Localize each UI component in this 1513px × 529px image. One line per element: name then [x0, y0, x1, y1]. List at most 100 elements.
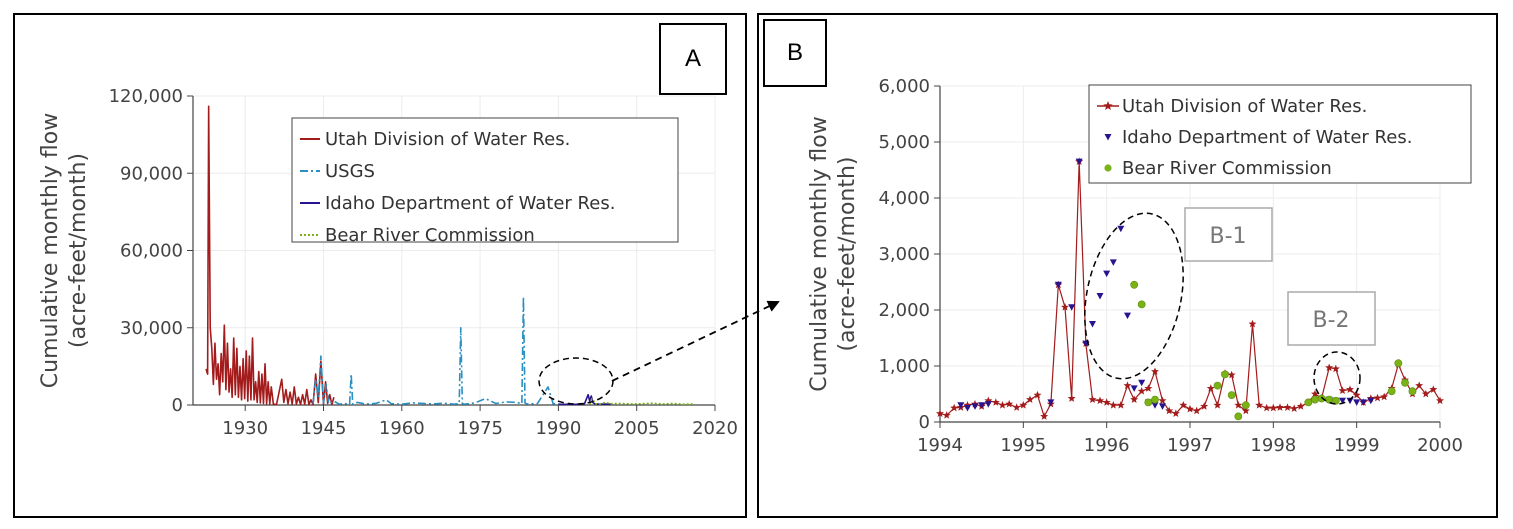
- chart-b-series-utah-point: [1040, 412, 1049, 420]
- chart-b-series-utah-point: [1227, 370, 1236, 379]
- chart-a-legend-label: Utah Division of Water Res.: [325, 129, 570, 150]
- panel-b-tag: B: [763, 19, 827, 87]
- chart-b-series-utah-point: [1373, 393, 1382, 402]
- chart-b-series-brc-point: [1331, 396, 1340, 405]
- chart-b-series-utah-point: [1130, 395, 1139, 403]
- chart-b-series-idaho-point: [1096, 293, 1104, 300]
- chart-b-series-utah-point: [1234, 401, 1243, 409]
- ellipse-b2: [1313, 351, 1361, 405]
- chart-b-ytick-label: 6,000: [878, 76, 930, 97]
- chart-b-series-utah-point: [963, 401, 972, 409]
- chart-b-series-utah-point: [1269, 403, 1278, 412]
- chart-b-series-utah-point: [1429, 385, 1438, 393]
- chart-b-series-idaho-point: [1138, 379, 1146, 387]
- chart-b-series-utah-point: [1206, 384, 1215, 392]
- chart-a-xtick-label: 1975: [457, 418, 503, 439]
- chart-a-xtick-label: 2005: [614, 418, 660, 439]
- chart-b-series-utah-point: [1102, 398, 1111, 406]
- chart-b-series-utah-point: [998, 401, 1007, 409]
- chart-b-series-brc-point: [1234, 412, 1243, 421]
- chart-b-series-utah-point: [1144, 384, 1153, 392]
- chart-b-xtick-label: 1996: [1084, 435, 1130, 456]
- chart-b-series-idaho-point: [1089, 321, 1096, 328]
- chart-a-series-utah-line: [205, 105, 335, 406]
- chart-b-series-utah-point: [950, 403, 959, 412]
- chart-b-series-brc-point: [1151, 395, 1159, 404]
- chart-b-series-idaho-point: [1151, 402, 1159, 409]
- chart-b-ytick-label: 0: [919, 412, 930, 433]
- chart-b-legend-marker-brc: [1104, 164, 1112, 172]
- panel-a: [13, 13, 747, 518]
- chart-b-series-utah-point: [1276, 403, 1284, 411]
- chart-b-series-idaho-point: [1054, 281, 1062, 289]
- chart-a-legend-label: Bear River Commission: [325, 225, 535, 246]
- chart-b-series-utah-point: [1213, 401, 1222, 409]
- chart-b-series-utah-point: [1123, 381, 1132, 389]
- chart-a-legend-label: USGS: [325, 161, 375, 182]
- chart-a-legend-box: [291, 117, 679, 243]
- chart-b-series-utah-point: [1179, 401, 1188, 409]
- ellipse-a-highlight: [538, 357, 614, 405]
- chart-b-series-utah-point: [1151, 367, 1159, 375]
- callout-b1-label: B-1: [1209, 224, 1246, 249]
- chart-b-series-utah-point: [1436, 396, 1444, 405]
- chart-b-legend-marker-utah: [1103, 101, 1113, 111]
- chart-b-series-utah-point: [1165, 406, 1174, 415]
- chart-b-series-utah-point: [1088, 395, 1097, 403]
- chart-b-series-utah-point: [1352, 390, 1361, 399]
- chart-b-series-utah-point: [991, 398, 1000, 406]
- chart-b-series-utah-point: [1026, 395, 1034, 403]
- chart-b-series-utah-point: [1346, 385, 1354, 393]
- chart-b-series-brc-point: [1401, 378, 1409, 387]
- chart-b-series-utah-point: [1096, 396, 1104, 405]
- chart-a-xtick-label: 1960: [379, 418, 425, 439]
- chart-b-series-utah-point: [984, 396, 993, 405]
- chart-b-legend-box: [1088, 84, 1472, 184]
- chart-b-series-idaho-point: [957, 402, 965, 409]
- chart-b-series-utah-point: [1200, 402, 1209, 410]
- chart-b-series-idaho-point: [964, 405, 971, 412]
- chart-b-ytick-label: 4,000: [878, 188, 930, 209]
- chart-b-series-utah-point: [1241, 406, 1250, 415]
- chart-b-series-utah-point: [1019, 401, 1028, 409]
- chart-b-series-idaho-point: [1346, 397, 1354, 405]
- chart-b-legend-marker-idaho: [1104, 134, 1112, 141]
- chart-b-series-utah-point: [1338, 386, 1347, 395]
- chart-b-series-brc-point: [1144, 398, 1153, 407]
- chart-a-series-usgs-line: [312, 296, 559, 406]
- chart-b-xtick-label: 1997: [1167, 435, 1213, 456]
- chart-a-ylabel-line: Cumulative monthly flow: [38, 113, 63, 388]
- chart-b-series-utah-point: [1290, 404, 1299, 412]
- chart-b-series-idaho-point: [978, 402, 986, 409]
- chart-a-xtick-label: 1990: [535, 418, 581, 439]
- chart-b-series-idaho-point: [984, 401, 992, 408]
- chart-b-series-utah-point: [1192, 406, 1201, 415]
- chart-b-series-brc-point: [1304, 398, 1313, 407]
- chart-b-series-idaho-point: [1117, 225, 1125, 233]
- chart-b-series-utah-point: [936, 409, 944, 417]
- chart-b-series-utah-point: [1171, 409, 1180, 417]
- chart-b-series-utah-point: [1137, 387, 1146, 395]
- chart-b-series-utah-point: [1005, 399, 1014, 408]
- chart-b-series-idaho-point: [1339, 397, 1346, 405]
- chart-a-ytick-label: 0: [172, 395, 183, 416]
- chart-a: 0 30,000 60,000 90,000 120,000 1930 1945 1960 19…: [38, 86, 738, 439]
- chart-b-series-utah-point: [1331, 364, 1340, 373]
- chart-b-series-idaho-point: [1103, 270, 1111, 278]
- chart-b-ytick-label: 1,000: [878, 356, 930, 377]
- chart-b-series-brc-point: [1227, 391, 1236, 400]
- chart-b-xtick-label: 1995: [1000, 435, 1046, 456]
- chart-b-series-idaho-point: [971, 403, 979, 410]
- chart-b-legend-label: Idaho Department of Water Res.: [1122, 127, 1412, 148]
- chart-b-series-utah-point: [1255, 401, 1264, 409]
- chart-b-series-idaho-point: [1109, 259, 1117, 266]
- chart-b-series-utah-point: [1311, 389, 1319, 398]
- chart-b-series-utah-point: [1380, 392, 1389, 401]
- chart-b-ylabel-line: Cumulative monthly flow: [807, 116, 832, 391]
- chart-b-series-utah-point: [1325, 363, 1334, 372]
- chart-b-series-idaho-point: [1075, 158, 1083, 166]
- chart-b-ytick-label: 5,000: [878, 132, 930, 153]
- chart-b-series-brc-point: [1137, 300, 1146, 309]
- chart-b-series-idaho-point: [1159, 403, 1166, 410]
